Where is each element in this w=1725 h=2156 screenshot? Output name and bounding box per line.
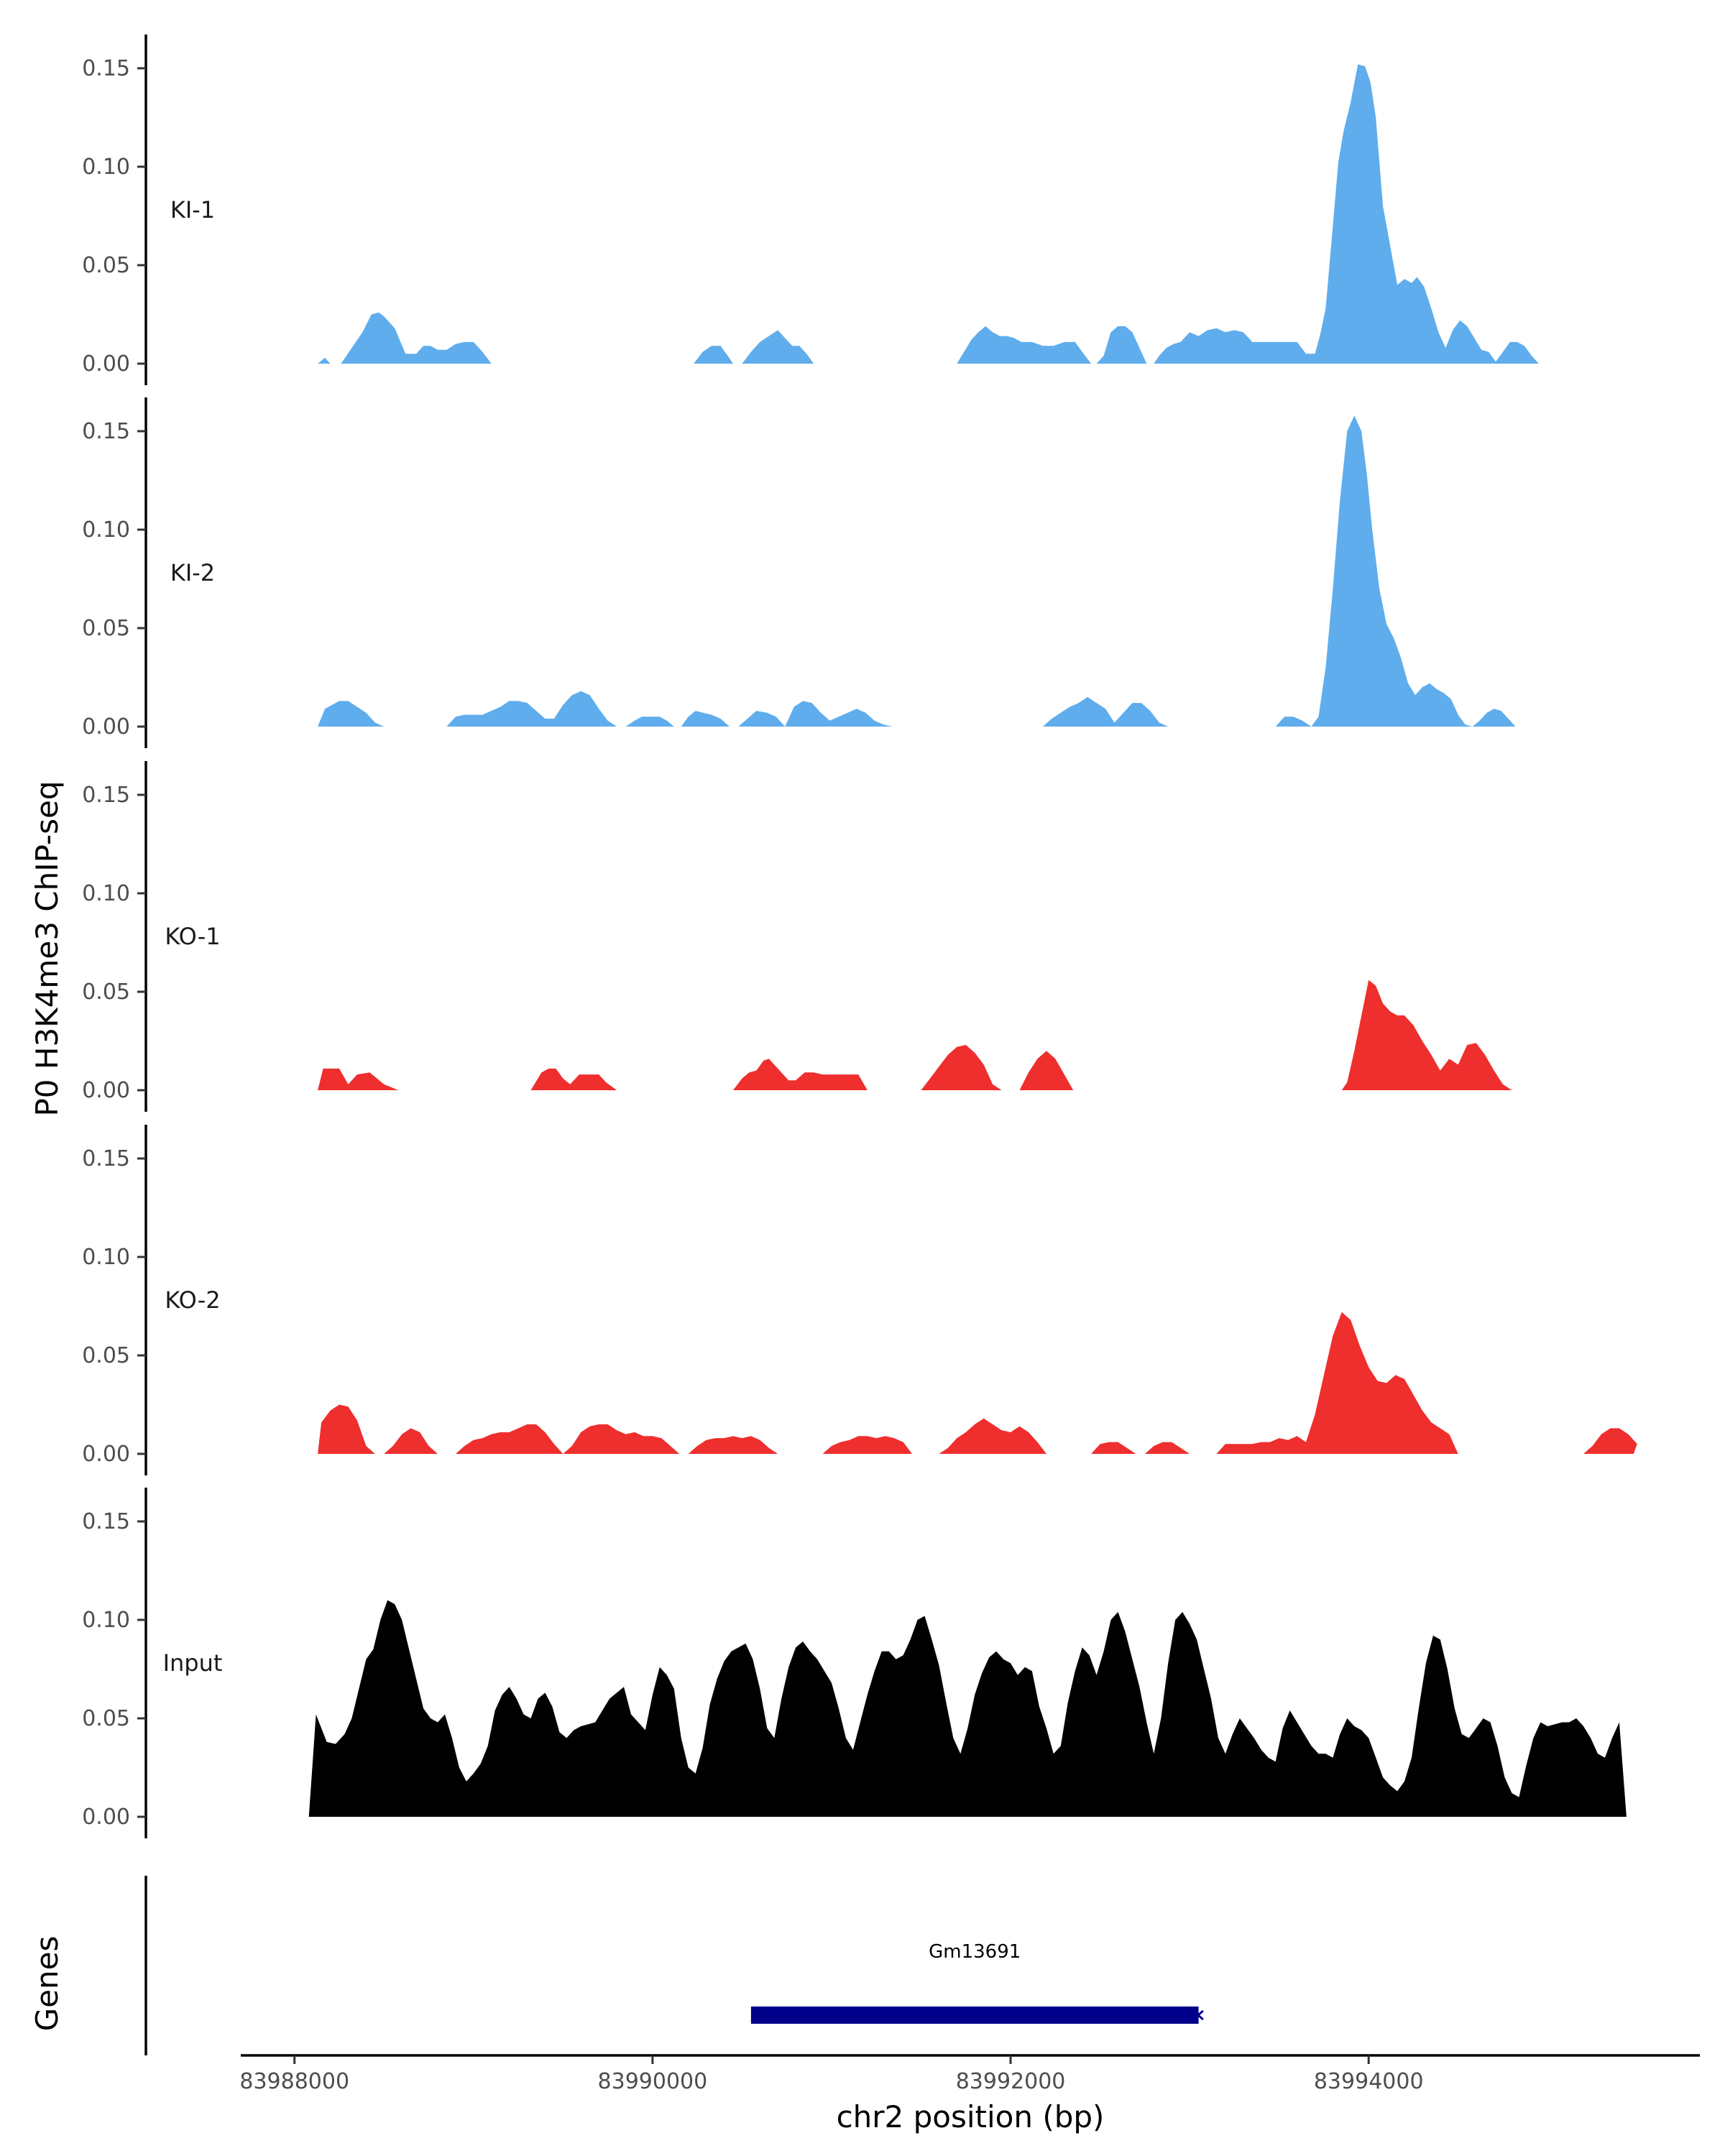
y-tick-label: 0.00: [82, 351, 130, 377]
tracks-layer: 0.00 0.05 0.10 0.15 KI-1 0.00 0.05 0.10 0.15 KI-2…: [82, 34, 1637, 1838]
x-axis-title: chr2 position (bp): [837, 2099, 1105, 2134]
strand-arrow: [1196, 2009, 1204, 2021]
signal-area-ki-2: [318, 415, 1557, 727]
strand-arrow: [794, 2009, 801, 2021]
strand-arrow: [1116, 2009, 1123, 2021]
strand-arrow: [753, 2009, 761, 2021]
y-tick-label: 0.10: [82, 881, 130, 906]
x-tick-label: 83990000: [598, 2069, 708, 2094]
y-tick-label: 0.00: [82, 714, 130, 740]
y-tick-label: 0.05: [82, 253, 130, 278]
y-tick-label: 0.15: [82, 419, 130, 444]
strand-arrow: [1035, 2009, 1043, 2021]
strand-arrow: [1055, 2009, 1063, 2021]
genes-track: Gm13691: [144, 1876, 1204, 2055]
strand-arrow: [1095, 2009, 1103, 2021]
gene-body: [750, 2007, 1199, 2024]
y-tick-label: 0.15: [82, 1146, 130, 1171]
y-tick-label: 0.00: [82, 1442, 130, 1467]
track-ko-2: 0.00 0.05 0.10 0.15 KO-2: [82, 1125, 1637, 1475]
track-ki-1: 0.00 0.05 0.10 0.15 KI-1: [82, 34, 1566, 385]
signal-area-ko-1: [318, 980, 1637, 1090]
y-tick-label: 0.10: [82, 1608, 130, 1633]
x-tick-label: 83992000: [956, 2069, 1066, 2094]
y-tick-label: 0.10: [82, 155, 130, 180]
y-tick-label: 0.05: [82, 1706, 130, 1731]
strand-arrow: [854, 2009, 862, 2021]
track-label: KO-2: [165, 1286, 220, 1314]
strand-arrow: [814, 2009, 822, 2021]
y-axis-title: P0 H3K4me3 ChIP-seq: [29, 780, 65, 1116]
signal-area-ki-1: [318, 64, 1566, 364]
strand-arrow: [954, 2009, 962, 2021]
y-tick-label: 0.15: [82, 783, 130, 808]
y-tick-label: 0.15: [82, 56, 130, 81]
strand-arrow: [773, 2009, 781, 2021]
y-tick-label: 0.05: [82, 980, 130, 1005]
strand-arrow: [834, 2009, 842, 2021]
strand-arrow: [894, 2009, 902, 2021]
genes-axis-title: Genes: [29, 1936, 65, 2032]
y-tick-label: 0.15: [82, 1509, 130, 1534]
strand-arrow: [934, 2009, 942, 2021]
y-tick-label: 0.10: [82, 517, 130, 543]
y-tick-label: 0.10: [82, 1245, 130, 1270]
track-ki-2: 0.00 0.05 0.10 0.15 KI-2: [82, 397, 1557, 748]
track-label: KI-2: [170, 559, 215, 586]
x-tick-label: 83994000: [1314, 2069, 1424, 2094]
strand-arrow: [1176, 2009, 1184, 2021]
x-tick-label: 83988000: [239, 2069, 349, 2094]
track-label: KO-1: [165, 923, 220, 950]
x-axis: 83988000 83990000 83992000 83994000: [239, 2054, 1700, 2094]
strand-arrow: [914, 2009, 922, 2021]
gene-gm13691: Gm13691: [750, 1941, 1204, 2024]
strand-arrow: [995, 2009, 1003, 2021]
y-tick-label: 0.05: [82, 1343, 130, 1368]
y-tick-label: 0.00: [82, 1805, 130, 1830]
track-label: Input: [163, 1649, 223, 1677]
strand-arrow: [1075, 2009, 1083, 2021]
strand-arrow: [1156, 2009, 1164, 2021]
strand-arrow: [874, 2009, 882, 2021]
gene-label: Gm13691: [929, 1941, 1021, 1963]
track-label: KI-1: [170, 196, 215, 224]
strand-arrow: [1136, 2009, 1144, 2021]
strand-arrow: [1015, 2009, 1023, 2021]
track-input: 0.00 0.05 0.10 0.15 Input: [82, 1488, 1627, 1838]
signal-area-input: [308, 1600, 1627, 1817]
signal-area-ko-2: [318, 1312, 1637, 1454]
track-ko-1: 0.00 0.05 0.10 0.15 KO-1: [82, 761, 1637, 1112]
strand-arrow: [975, 2009, 983, 2021]
y-tick-label: 0.05: [82, 616, 130, 641]
y-tick-label: 0.00: [82, 1078, 130, 1103]
